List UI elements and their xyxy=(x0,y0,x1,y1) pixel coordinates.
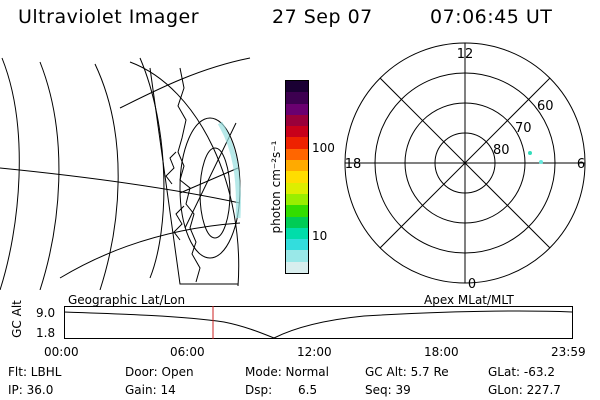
coastline xyxy=(165,67,201,283)
magnetic-latitude-ring xyxy=(179,117,241,259)
aurora-point xyxy=(528,151,532,155)
date-label: 27 Sep 07 xyxy=(272,6,373,28)
timeline-ytick-1-8: 1.8 xyxy=(36,326,56,340)
altitude-curve xyxy=(64,310,573,339)
dsp-value: 6.5 xyxy=(298,383,318,397)
globe-limb xyxy=(149,67,238,285)
mlt-label-12: 12 xyxy=(457,47,474,62)
colorbar-swatch xyxy=(286,126,308,138)
polar-plot: 12 18 6 0 60 70 80 xyxy=(344,42,586,292)
dsp-label: Dsp: xyxy=(245,383,273,397)
colorbar-swatch xyxy=(286,239,308,251)
colorbar xyxy=(285,80,309,274)
timeline-right-title: Apex MLat/MLT xyxy=(424,293,514,307)
colorbar-swatch xyxy=(286,205,308,217)
seq-readout: Seq: 39 xyxy=(365,383,411,397)
colorbar-swatch xyxy=(286,193,308,206)
colorbar-swatch xyxy=(286,103,308,115)
timeline-ylabel: GC Alt xyxy=(9,300,24,338)
colorbar-swatch xyxy=(286,250,308,262)
timeline-ytick-9: 9.0 xyxy=(36,306,56,320)
mlt-label-18: 18 xyxy=(345,157,362,172)
ip-readout: IP: 36.0 xyxy=(8,383,54,397)
geographic-map xyxy=(0,57,251,290)
colorbar-swatch xyxy=(286,137,308,149)
colorbar-swatch xyxy=(286,114,308,127)
meridian-line xyxy=(0,57,20,290)
aurora-emission xyxy=(217,121,241,219)
colorbar-unit-label: photon cm⁻²s⁻¹ xyxy=(269,140,283,234)
colorbar-tick-100: 100 xyxy=(312,141,335,155)
colorbar-swatch xyxy=(286,182,308,194)
altitude-timeline xyxy=(64,306,573,339)
gc-alt-readout: GC Alt: 5.7 Re xyxy=(365,365,449,379)
timeline-xtick-1200: 12:00 xyxy=(297,345,332,359)
glat-readout: GLat: -63.2 xyxy=(488,365,555,379)
timeline-left-title: Geographic Lat/Lon xyxy=(68,293,186,307)
colorbar-swatch xyxy=(286,148,308,161)
timeline-xtick-0600: 06:00 xyxy=(170,345,205,359)
timeline-frame xyxy=(64,306,573,339)
glon-readout: GLon: 227.7 xyxy=(488,383,561,397)
colorbar-swatch xyxy=(286,81,308,93)
parallel-line xyxy=(0,167,241,204)
colorbar-swatch xyxy=(286,160,308,172)
gain-readout: Gain: 14 xyxy=(125,383,176,397)
timeline-xtick-2359: 23:59 xyxy=(551,345,586,359)
colorbar-tick-10: 10 xyxy=(312,229,328,243)
mlt-label-0: 0 xyxy=(468,277,476,292)
colorbar-swatch xyxy=(286,216,308,228)
parallel-line xyxy=(119,57,251,109)
colorbar-swatch xyxy=(286,261,308,274)
timeline-xtick-1800: 18:00 xyxy=(424,345,459,359)
meridian-line xyxy=(94,63,119,290)
mlt-diagonal xyxy=(379,77,551,249)
lat-label-60: 60 xyxy=(537,99,554,114)
colorbar-swatch xyxy=(286,171,308,183)
colorbar-swatch xyxy=(286,227,308,240)
meridian-line xyxy=(139,57,165,279)
mode-readout: Mode: Normal xyxy=(245,365,329,379)
colorbar-swatch xyxy=(286,92,308,104)
lat-label-80: 80 xyxy=(493,143,510,158)
mlt-label-6: 6 xyxy=(577,157,585,172)
globe-limb xyxy=(129,61,240,287)
door-readout: Door: Open xyxy=(125,365,194,379)
magnetic-latitude-ring xyxy=(199,147,231,239)
aurora-point xyxy=(539,160,543,164)
instrument-title: Ultraviolet Imager xyxy=(18,6,200,28)
meridian-line xyxy=(39,61,60,290)
timeline-xtick-0000: 00:00 xyxy=(44,345,79,359)
parallel-line xyxy=(59,222,241,279)
time-label: 07:06:45 UT xyxy=(430,6,553,28)
flt-readout: Flt: LBHL xyxy=(8,365,62,379)
lat-label-70: 70 xyxy=(515,121,532,136)
